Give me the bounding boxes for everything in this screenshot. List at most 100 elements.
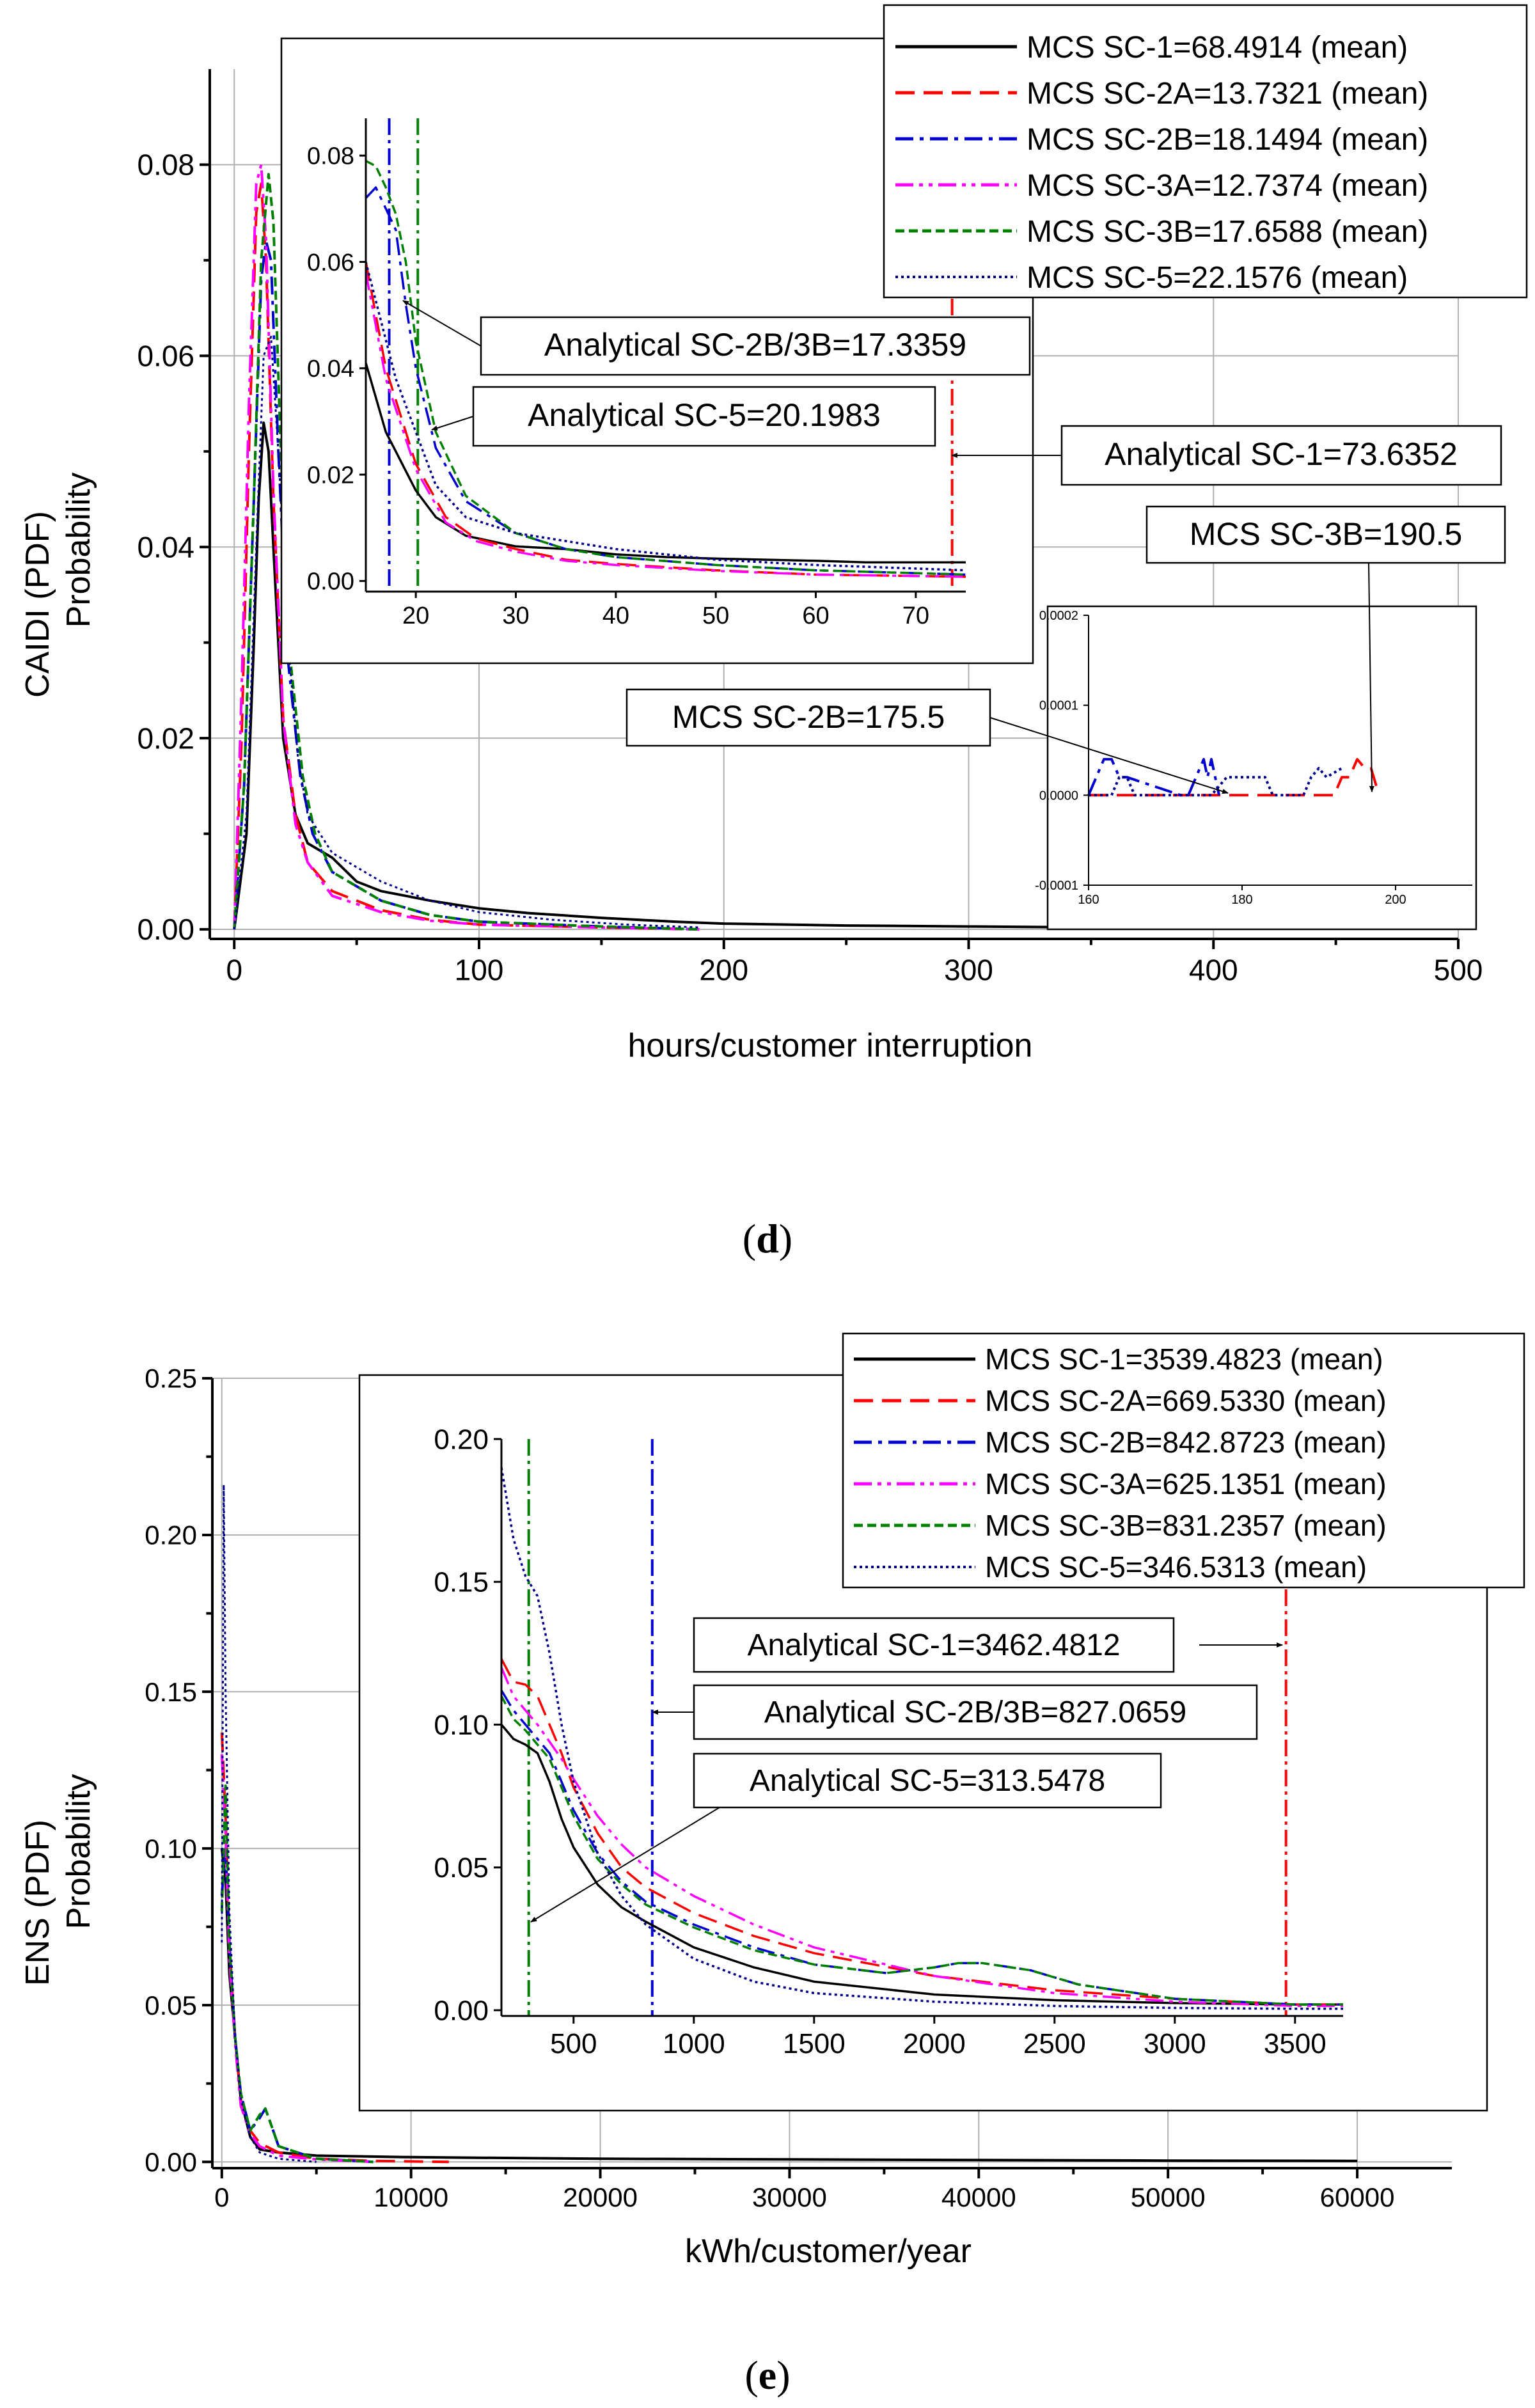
- e-inset-xtick-label: 3500: [1264, 2028, 1326, 2059]
- d-legend-label: MCS SC-2A=13.7321 (mean): [1027, 77, 1428, 111]
- e-series-sc3a: [220, 1754, 374, 2164]
- d-legend-label: MCS SC-3A=12.7374 (mean): [1027, 169, 1428, 203]
- d-legend-label: MCS SC-3B=17.6588 (mean): [1027, 215, 1428, 249]
- d-inset-series-sc5: [365, 262, 966, 572]
- e-series-sc3b: [220, 1784, 374, 2164]
- e-legend-label: MCS SC-3A=625.1351 (mean): [985, 1467, 1387, 1500]
- d-series-sc3b: [233, 173, 700, 931]
- d-xtick-label: 100: [455, 953, 504, 986]
- d-series-sc3a: [233, 163, 700, 931]
- d-legend: [883, 4, 1528, 299]
- d-series-sc5: [233, 336, 700, 930]
- d-series-sc1: [233, 421, 1292, 930]
- d-tail-ytick-label: 0.0002: [1039, 609, 1078, 623]
- e-xtick-label: 40000: [941, 2182, 1016, 2212]
- e-xtick-label: 20000: [563, 2182, 638, 2212]
- e-inset-series-sc3a: [500, 1667, 1343, 2008]
- e-inset-xtick-label: 500: [550, 2028, 597, 2059]
- e-ytick-label: 0.00: [145, 2147, 197, 2177]
- e-series-sc2b: [220, 1847, 374, 2164]
- d-ytick-label: 0.06: [137, 339, 194, 372]
- e-inset-series-sc5: [500, 1467, 1343, 2010]
- d-inset-ytick-label: 0.06: [307, 249, 354, 276]
- d-caption-close: ): [779, 1216, 792, 1261]
- d-inset-ytick-label: 0.00: [307, 569, 354, 595]
- d-inset-xtick-label: 40: [602, 602, 629, 629]
- d-inset-ytick-label: 0.04: [307, 356, 354, 382]
- e-annot-box-3: [693, 1752, 1162, 1809]
- e-inset-ytick-label: 0.10: [434, 1710, 489, 1741]
- e-inset-series: [500, 1439, 1343, 2016]
- d-xtick-label: 0: [226, 953, 242, 986]
- e-legend-label: MCS SC-1=3539.4823 (mean): [985, 1342, 1383, 1376]
- e-annot-1: Analytical SC-1=3462.4812: [747, 1628, 1120, 1662]
- d-tail-xtick-label: 200: [1385, 893, 1406, 907]
- e-inset-series-sc2a: [500, 1658, 1343, 2006]
- e-annot-box-1: [693, 1617, 1175, 1673]
- e-annot-box-2: [693, 1684, 1258, 1740]
- e-xtick-label: 50000: [1131, 2182, 1206, 2212]
- d-annot-arrow-1: [402, 300, 482, 347]
- d-annot-box-3: [1060, 425, 1502, 486]
- d-annot-arrow-4: [1368, 562, 1374, 792]
- e-inset-xtick-label: 1500: [783, 2028, 846, 2059]
- d-inset-series-sc1: [365, 363, 966, 564]
- d-tail-xtick-label: 160: [1078, 893, 1099, 907]
- e-xtick-label: 60000: [1320, 2182, 1395, 2212]
- d-annot-1: Analytical SC-2B/3B=17.3359: [544, 327, 966, 363]
- e-xlabel: kWh/customer/year: [685, 2233, 972, 2270]
- e-xtick-label: 30000: [752, 2182, 827, 2212]
- e-inset-xtick-label: 1000: [663, 2028, 725, 2059]
- e-legend: [842, 1332, 1525, 1589]
- d-annot-arrow-5: [989, 717, 1229, 794]
- e-legend-label: MCS SC-5=346.5313 (mean): [985, 1550, 1367, 1584]
- d-main-series: [233, 163, 1292, 931]
- e-ytick-label: 0.05: [145, 1990, 197, 2020]
- e-xtick-label: 0: [214, 2182, 229, 2212]
- e-caption: (e): [744, 2352, 790, 2398]
- d-xtick-label: 500: [1434, 953, 1483, 986]
- panel-d: 0 100 200 300 400 500 0.00 0.02 0.04 0.06 0.08 hou…: [19, 4, 1528, 1261]
- e-main-series: [220, 1484, 1358, 2164]
- e-inset-series-sc3b: [500, 1696, 1343, 2006]
- d-xtick-label: 200: [699, 953, 748, 986]
- e-ytick-label: 0.20: [145, 1520, 197, 1550]
- e-inset-xtick-label: 2500: [1023, 2028, 1086, 2059]
- d-tail-series: [1087, 758, 1378, 797]
- e-caption-letter: e: [759, 2352, 776, 2398]
- e-inset-xtick-label: 2000: [903, 2028, 966, 2059]
- d-ytick-label: 0.08: [137, 148, 194, 182]
- d-inset-axes: 20 30 40 50 60 70 0.00 0.02 0.04 0.06 0.08: [307, 118, 966, 629]
- d-inset-xtick-label: 20: [402, 602, 429, 629]
- e-main-axes: 0 10000 20000 30000 40000 50000 60000 0.00 0.05 0…: [145, 1364, 1452, 2212]
- e-inset-axes: 500 1000 1500 2000 2500 3000 3500 0.00 0.05 0.10 0…: [434, 1424, 1343, 2059]
- e-xtick-label: 10000: [374, 2182, 448, 2212]
- d-caption-letter: d: [756, 1216, 779, 1261]
- d-legend-label: MCS SC-5=22.1576 (mean): [1027, 261, 1408, 295]
- e-inset-ytick-label: 0.05: [434, 1852, 489, 1884]
- d-annot-box-4: [1145, 505, 1506, 564]
- d-inset-series: [365, 118, 966, 592]
- d-xtick-label: 400: [1189, 953, 1238, 986]
- e-annot-arrow-3: [530, 1807, 720, 1923]
- d-tail-ytick-label: -0.0001: [1035, 879, 1078, 893]
- d-annot-3: Analytical SC-1=73.6352: [1105, 436, 1458, 472]
- d-inset-series-sc3a: [365, 272, 966, 578]
- d-ytick-label: 0.00: [137, 913, 194, 946]
- d-inset-xtick-label: 30: [502, 602, 529, 629]
- e-caption-open: (: [744, 2352, 758, 2398]
- d-annot-box-1: [480, 316, 1031, 376]
- e-inset-ytick-label: 0.15: [434, 1567, 489, 1598]
- d-inset-xtick-label: 70: [902, 602, 929, 629]
- e-annot-3: Analytical SC-5=313.5478: [750, 1764, 1105, 1798]
- d-tail-ytick-label: 0.0000: [1039, 789, 1078, 803]
- e-inset-ytick-label: 0.00: [434, 1995, 489, 2026]
- e-caption-close: ): [776, 2352, 790, 2398]
- e-inset-xtick-label: 3000: [1144, 2028, 1206, 2059]
- d-legend-items: MCS SC-1=68.4914 (mean) MCS SC-2A=13.7321…: [895, 31, 1428, 295]
- e-ytick-label: 0.25: [145, 1364, 197, 1394]
- d-inset-ytick-label: 0.08: [307, 143, 354, 170]
- e-ytick-label: 0.10: [145, 1834, 197, 1864]
- d-caption-open: (: [743, 1216, 756, 1261]
